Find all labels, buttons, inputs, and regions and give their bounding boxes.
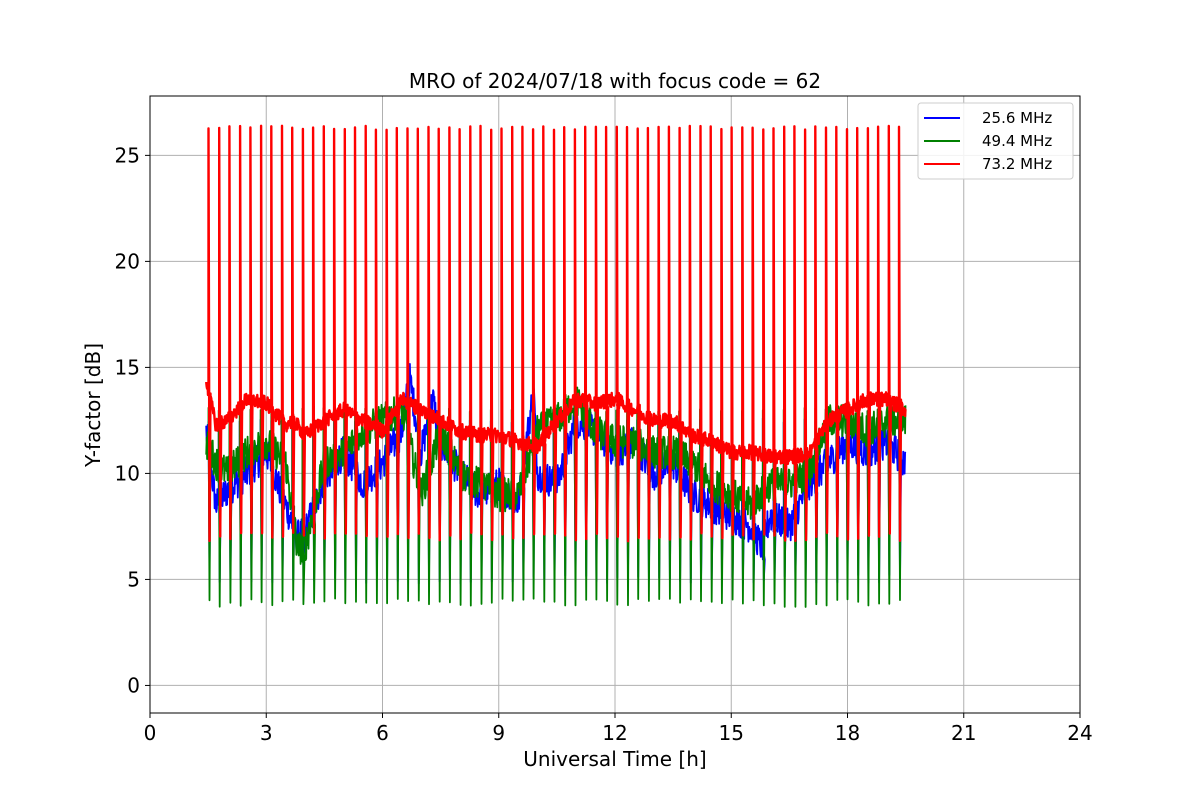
series-layer xyxy=(205,124,907,608)
y-tick-label: 5 xyxy=(127,567,140,591)
x-tick-label: 12 xyxy=(602,721,627,745)
y-tick-label: 15 xyxy=(115,355,140,379)
legend-label: 73.2 MHz xyxy=(982,155,1052,173)
legend-box xyxy=(917,102,1074,180)
y-axis: 0 5 10 15 20 25 xyxy=(115,143,150,697)
x-tick-label: 6 xyxy=(376,721,389,745)
y-tick-label: 0 xyxy=(127,673,140,697)
x-tick-label: 24 xyxy=(1067,721,1092,745)
x-tick-label: 9 xyxy=(492,721,505,745)
x-tick-label: 15 xyxy=(719,721,744,745)
x-axis-label: Universal Time [h] xyxy=(523,747,706,771)
legend: 25.6 MHz 49.4 MHz 73.2 MHz xyxy=(917,102,1074,180)
x-axis: 0 3 6 9 12 15 18 21 24 xyxy=(144,713,1093,745)
legend-label: 49.4 MHz xyxy=(982,132,1052,150)
chart-title: MRO of 2024/07/18 with focus code = 62 xyxy=(409,69,821,93)
x-tick-label: 18 xyxy=(835,721,860,745)
y-tick-label: 25 xyxy=(115,143,140,167)
series-line-73-2-mhz xyxy=(205,124,907,543)
legend-label: 25.6 MHz xyxy=(982,109,1052,127)
y-axis-label: Y-factor [dB] xyxy=(81,343,105,468)
y-tick-label: 10 xyxy=(115,461,140,485)
x-tick-label: 0 xyxy=(144,721,157,745)
y-tick-label: 20 xyxy=(115,249,140,273)
x-tick-label: 3 xyxy=(260,721,273,745)
x-tick-label: 21 xyxy=(951,721,976,745)
